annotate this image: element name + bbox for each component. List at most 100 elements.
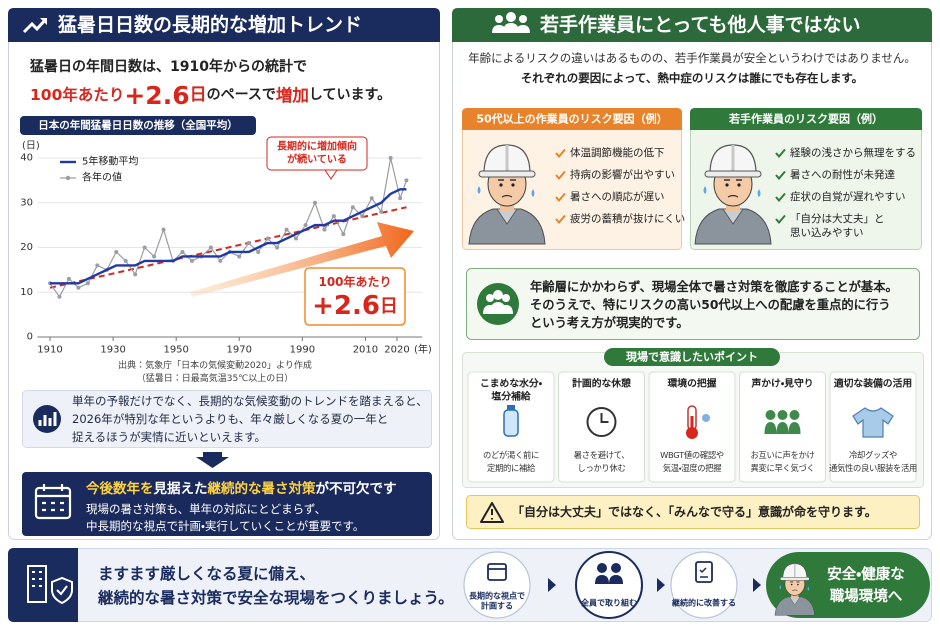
data-point <box>133 272 138 277</box>
data-point <box>237 254 242 259</box>
check-icon <box>555 214 566 225</box>
bottle-icon <box>503 409 519 437</box>
right-header <box>452 8 932 42</box>
step-label: 長期的な視点で <box>469 591 525 601</box>
risk-item: 「自分は大丈夫」と <box>790 212 885 225</box>
chart-title-box <box>20 116 256 135</box>
shirt-icon <box>852 407 894 438</box>
conclusion-body: 中長期的な視点で計画・実行していくことが重要です。 <box>86 519 364 533</box>
conclusion-box <box>22 472 432 536</box>
risk-item: 経験の浅さから無理をする <box>790 146 916 159</box>
risk-card-header <box>462 108 682 130</box>
intro-text: それぞれの要因によって、熱中症のリスクは誰にでも存在します。 <box>521 71 863 85</box>
points-title-box <box>604 348 780 366</box>
person-head <box>777 410 788 420</box>
intro-part: のペースで <box>207 87 276 103</box>
chart: 0 10 20 30 40 1910 1930 1950 1970 1990 2010 2020 5年移… <box>20 153 423 356</box>
annotation: 長期的に増加傾向 <box>277 140 357 153</box>
data-point <box>114 249 119 254</box>
people-icon <box>492 12 530 33</box>
step-arrow <box>657 578 665 592</box>
callout-value: +2.6日 <box>312 291 398 321</box>
message-box <box>466 268 920 340</box>
data-point <box>404 178 409 183</box>
panel-title: 若手作業員にとっても他人事ではない <box>540 13 861 36</box>
data-point <box>294 236 299 241</box>
point-desc: お互いに声をかけ <box>751 450 815 460</box>
point-desc: 定期的に補給 <box>487 463 536 473</box>
point-desc: しっかり休む <box>578 463 626 473</box>
note-icon <box>33 405 61 433</box>
note-text: 捉えるほうが実情に近いといえます。 <box>72 430 266 444</box>
person-body <box>776 422 789 434</box>
intro-highlight: 100年あたり+2.6日のペースで増加しています。 <box>30 81 391 110</box>
risk-item: 暑さへの順応が遅い <box>570 190 665 203</box>
data-point <box>123 258 128 263</box>
data-point <box>303 223 308 228</box>
intro-part: 100年あたり <box>30 85 124 104</box>
data-point <box>388 156 393 160</box>
heading-part: が不可欠です <box>316 480 397 497</box>
step-icon <box>609 575 623 584</box>
risk-item: 持病の影響が出やすい <box>570 168 675 181</box>
data-point <box>369 196 374 201</box>
clock-hands <box>600 413 609 423</box>
annotation: が続いている <box>287 153 347 166</box>
data-point <box>142 245 147 250</box>
shield-check <box>56 585 68 596</box>
step-circle <box>575 551 643 619</box>
calendar-icon-grid <box>36 484 70 512</box>
shield-icon <box>51 576 73 605</box>
note-text: 単年の予報だけでなく、長期的な気候変動のトレンドを踏まえると、 <box>72 394 428 408</box>
trend-icon-head <box>40 18 47 25</box>
check-icon <box>555 192 566 203</box>
warning-text: 「自分は大丈夫」ではなく、「みんなで守る」意識が命を守ります。 <box>512 504 877 519</box>
panel-title: 猛暑日日数の長期的な増加トレンド <box>57 13 362 36</box>
callout-number: +2.6 <box>312 291 380 321</box>
building-windows <box>32 571 42 587</box>
warning-icon <box>480 502 504 523</box>
intro-part: +2.6 <box>124 81 189 110</box>
risk-item: 症状の自覚が遅れやすい <box>790 190 906 203</box>
point-title: 適切な装備の活用 <box>834 377 912 390</box>
bottle-cap <box>507 405 515 410</box>
x-tick-label: 2020 <box>384 345 409 356</box>
trend-line <box>49 206 407 289</box>
person-body <box>788 422 801 434</box>
y-tick-label: 30 <box>20 197 33 208</box>
point-title: 声かけ・見守り <box>750 377 813 390</box>
data-point <box>284 227 289 232</box>
intro-text: 年齢によるリスクの違いはあるものの、若手作業員が安全というわけではありません。 <box>468 51 916 65</box>
point-desc: 気温・湿度の把握 <box>663 463 722 473</box>
thermometer-level <box>690 416 694 430</box>
intro-text: 猛暑日の年間日数は、1910年からの統計で <box>29 58 307 75</box>
heading-part: 見据えた <box>153 480 208 497</box>
data-point <box>398 196 403 201</box>
message-text: そのうえで、特にリスクの高い50代以上への配慮を重点的に行う <box>530 297 891 312</box>
source: （猛暑日：日最高気温35℃以上の日） <box>137 372 294 384</box>
footer-icon-block <box>8 548 78 622</box>
thermometer-bulb <box>686 427 698 439</box>
person-head <box>765 410 776 420</box>
x-tick-label: 2010 <box>353 345 378 356</box>
step-label: 継続的に改善する <box>671 598 736 608</box>
callout-unit: 日 <box>380 296 398 317</box>
check-icon <box>775 148 786 159</box>
point-desc: 冷却グッズや <box>849 450 897 460</box>
data-point <box>76 285 81 290</box>
building-icon <box>27 565 47 603</box>
note-text: 2026年が特別な年というよりも、年々厳しくなる夏の一年と <box>72 412 388 426</box>
legend-label: 5年移動平均 <box>82 155 138 168</box>
step-label: 計画する <box>481 601 513 611</box>
trend-icon <box>22 17 48 34</box>
down-arrow <box>196 452 229 468</box>
legend-dot <box>65 175 71 181</box>
callout-box <box>304 267 406 326</box>
data-point <box>152 254 157 259</box>
message-icon-people <box>483 290 513 314</box>
step-icon <box>699 567 708 578</box>
